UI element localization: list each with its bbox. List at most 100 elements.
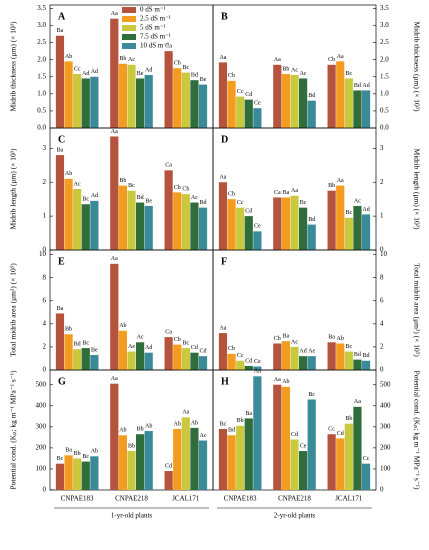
y-axis-label: Total midrib area (μm²) (× 10⁵) [412, 263, 421, 357]
x-tick-label: JCAL171 [335, 495, 363, 503]
bar [281, 197, 290, 250]
bar-letter: Bc [345, 344, 352, 350]
y-tick-label: 0 [380, 246, 384, 254]
bar [299, 356, 308, 370]
y-tick-label: 3.0 [380, 21, 389, 29]
bar [253, 231, 262, 250]
y-axis-label: Midrib length (μm) (× 10³) [412, 149, 421, 230]
legend-swatch [122, 34, 136, 40]
y-tick-label: 0.5 [380, 107, 389, 115]
bar-letter: Ad [362, 83, 369, 89]
bar-letter: Bb [119, 178, 126, 184]
bar [236, 96, 245, 128]
bar-letter: Cb [174, 61, 181, 67]
bar [290, 195, 299, 250]
y-tick-label: 300 [36, 422, 47, 430]
bar-letter: Bc [345, 210, 352, 216]
bar [361, 360, 371, 370]
bar-letter: Bc [82, 454, 89, 460]
bar-letter: Cc [74, 66, 81, 72]
y-tick-label: 2.5 [37, 38, 46, 46]
bar [55, 463, 65, 490]
bar-letter: Bd [354, 83, 361, 89]
bar [273, 343, 282, 370]
bar [253, 376, 262, 490]
y-tick-label: 2 [380, 343, 384, 351]
bar [198, 440, 208, 490]
y-tick-label: 2.5 [380, 38, 389, 46]
bar [361, 214, 371, 250]
panel-label: B [221, 11, 228, 22]
bar-letter: Ba [57, 306, 64, 312]
bar-letter: Bd [191, 73, 198, 79]
bar [227, 80, 236, 128]
bar-letter: Ac [300, 71, 307, 77]
bar [218, 428, 228, 490]
y-tick-label: 6 [380, 296, 384, 304]
bar-letter: Aa [354, 399, 361, 405]
bar-letter: Cb [228, 346, 235, 352]
bar-letter: Aa [219, 55, 226, 61]
bar [173, 428, 182, 490]
bar [164, 337, 173, 370]
bar-letter: Ab [119, 428, 126, 434]
bar-letter: Ac [200, 433, 207, 439]
bar [136, 78, 145, 128]
bar-letter: Ab [119, 323, 126, 329]
bar-letter: Cd [245, 208, 252, 214]
bar-letter: Bb [345, 416, 352, 422]
bar-letter: Aa [219, 325, 226, 331]
bar [299, 78, 308, 128]
bar-letter: Aa [111, 11, 118, 17]
bar-letter: Ab [174, 421, 181, 427]
bar-letter: Bb [65, 327, 72, 333]
bar [307, 224, 316, 250]
bar [110, 263, 119, 370]
bar [218, 182, 228, 250]
bar [64, 178, 73, 250]
y-tick-label: 0 [380, 366, 384, 374]
legend-label: 7.5 dS m⁻¹ [140, 33, 171, 41]
bar [344, 217, 353, 250]
bar-letter: Cb [228, 73, 235, 79]
y-tick-label: 400 [380, 401, 391, 409]
bar-letter: Be [91, 347, 98, 353]
bar [181, 348, 190, 370]
bar-letter: Ac [137, 335, 144, 341]
bar [353, 406, 362, 490]
bar [127, 351, 136, 370]
bar-letter: Be [200, 77, 207, 83]
bar [273, 197, 282, 250]
bar [344, 423, 353, 490]
bar [144, 205, 153, 250]
bar-letter: Bb [74, 451, 81, 457]
legend-label: 2.5 dS m⁻¹ [140, 15, 171, 23]
bar [90, 76, 99, 128]
bar-letter: Bc [82, 197, 89, 203]
bar [55, 155, 65, 250]
bar-letter: Ab [191, 420, 198, 426]
bar [90, 355, 99, 370]
bar [361, 90, 371, 128]
y-tick-label: 300 [380, 422, 391, 430]
bar [118, 63, 127, 129]
bar-letter: Cd [165, 463, 172, 469]
bar [327, 342, 336, 370]
bar-letter: Ce [254, 359, 261, 365]
panel-label: F [221, 256, 227, 267]
y-tick-label: 10 [380, 250, 388, 258]
bar [110, 136, 119, 250]
bar-letter: Be [145, 198, 152, 204]
bar-letter: Ab [65, 171, 72, 177]
y-tick-label: 400 [36, 401, 47, 409]
bar [127, 451, 136, 490]
bar-letter: Cb [328, 57, 335, 63]
x-tick-label: CNPAE183 [224, 495, 257, 503]
bar-letter: Ca [165, 329, 172, 335]
bar [290, 75, 299, 128]
bar-letter: Bc [345, 71, 352, 77]
bar [190, 80, 199, 128]
y-axis-label: Potential cond. (Kₚ; kg m⁻¹ MPa⁻¹ s⁻¹) [9, 370, 18, 490]
bar-letter: Aa [182, 410, 189, 416]
bar-letter: Cb [174, 185, 181, 191]
